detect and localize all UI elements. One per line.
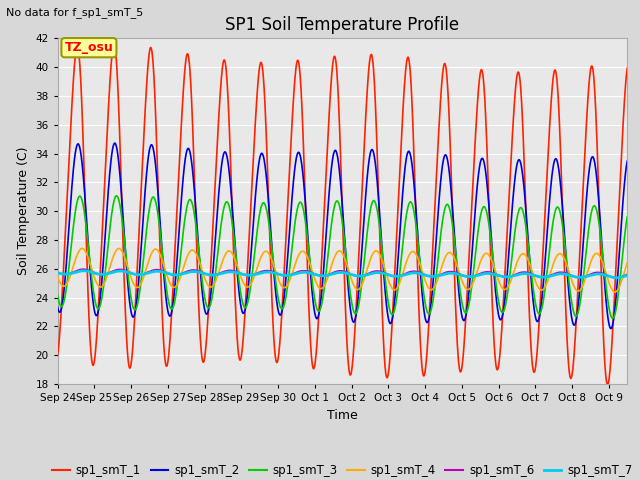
sp1_smT_7	[613, 275, 621, 281]
sp1_smT_2	[607, 326, 615, 332]
sp1_smT_4	[607, 284, 614, 290]
sp1_smT_2	[607, 325, 614, 331]
sp1_smT_6	[79, 266, 87, 272]
sp1_smT_1	[54, 352, 61, 358]
sp1_smT_7	[80, 268, 88, 274]
sp1_smT_4	[623, 260, 631, 266]
Text: TZ_osu: TZ_osu	[65, 41, 113, 54]
Title: SP1 Soil Temperature Profile: SP1 Soil Temperature Profile	[225, 16, 460, 34]
sp1_smT_2	[502, 281, 510, 287]
sp1_smT_2	[316, 306, 324, 312]
sp1_smT_3	[54, 292, 61, 298]
Y-axis label: Soil Temperature (C): Soil Temperature (C)	[17, 147, 30, 276]
sp1_smT_3	[502, 298, 510, 303]
Text: No data for f_sp1_smT_5: No data for f_sp1_smT_5	[6, 7, 143, 18]
sp1_smT_1	[607, 355, 615, 361]
sp1_smT_3	[331, 202, 339, 208]
sp1_smT_4	[331, 253, 339, 259]
sp1_smT_4	[316, 285, 324, 291]
sp1_smT_1	[604, 382, 611, 387]
sp1_smT_4	[611, 289, 619, 295]
sp1_smT_3	[607, 313, 615, 319]
Line: sp1_smT_3: sp1_smT_3	[58, 196, 627, 319]
sp1_smT_2	[623, 158, 631, 164]
Line: sp1_smT_6: sp1_smT_6	[58, 269, 627, 278]
sp1_smT_1	[331, 54, 339, 60]
sp1_smT_4	[607, 285, 615, 290]
sp1_smT_2	[331, 148, 339, 154]
sp1_smT_4	[54, 274, 61, 279]
sp1_smT_4	[78, 246, 86, 252]
Line: sp1_smT_1: sp1_smT_1	[58, 45, 627, 384]
sp1_smT_2	[111, 140, 118, 146]
sp1_smT_3	[316, 308, 324, 313]
sp1_smT_7	[331, 270, 339, 276]
sp1_smT_3	[113, 193, 120, 199]
sp1_smT_1	[502, 244, 510, 250]
sp1_smT_3	[607, 312, 614, 318]
Legend: sp1_smT_1, sp1_smT_2, sp1_smT_3, sp1_smT_4, sp1_smT_6, sp1_smT_7: sp1_smT_1, sp1_smT_2, sp1_smT_3, sp1_smT…	[47, 459, 637, 480]
sp1_smT_6	[502, 274, 510, 280]
sp1_smT_1	[607, 351, 615, 357]
sp1_smT_3	[609, 316, 616, 322]
sp1_smT_6	[54, 270, 61, 276]
sp1_smT_7	[54, 270, 61, 276]
sp1_smT_6	[623, 272, 631, 277]
Line: sp1_smT_4: sp1_smT_4	[58, 249, 627, 292]
sp1_smT_7	[316, 273, 324, 278]
sp1_smT_6	[316, 273, 324, 278]
sp1_smT_3	[623, 214, 631, 220]
Line: sp1_smT_2: sp1_smT_2	[58, 143, 627, 329]
sp1_smT_1	[110, 42, 118, 48]
sp1_smT_1	[83, 251, 90, 256]
sp1_smT_4	[502, 286, 510, 292]
Line: sp1_smT_7: sp1_smT_7	[58, 271, 627, 278]
sp1_smT_1	[623, 65, 631, 71]
sp1_smT_6	[83, 267, 91, 273]
sp1_smT_7	[607, 274, 615, 280]
sp1_smT_6	[612, 275, 620, 281]
sp1_smT_1	[316, 294, 324, 300]
sp1_smT_3	[83, 228, 90, 233]
sp1_smT_6	[607, 274, 614, 280]
sp1_smT_2	[83, 218, 90, 224]
sp1_smT_7	[502, 274, 510, 280]
sp1_smT_7	[623, 273, 631, 278]
sp1_smT_7	[607, 274, 614, 280]
sp1_smT_7	[83, 268, 91, 274]
sp1_smT_2	[54, 304, 61, 310]
sp1_smT_4	[83, 252, 91, 257]
X-axis label: Time: Time	[327, 408, 358, 421]
sp1_smT_6	[607, 274, 615, 280]
sp1_smT_2	[607, 325, 615, 331]
sp1_smT_6	[331, 269, 339, 275]
